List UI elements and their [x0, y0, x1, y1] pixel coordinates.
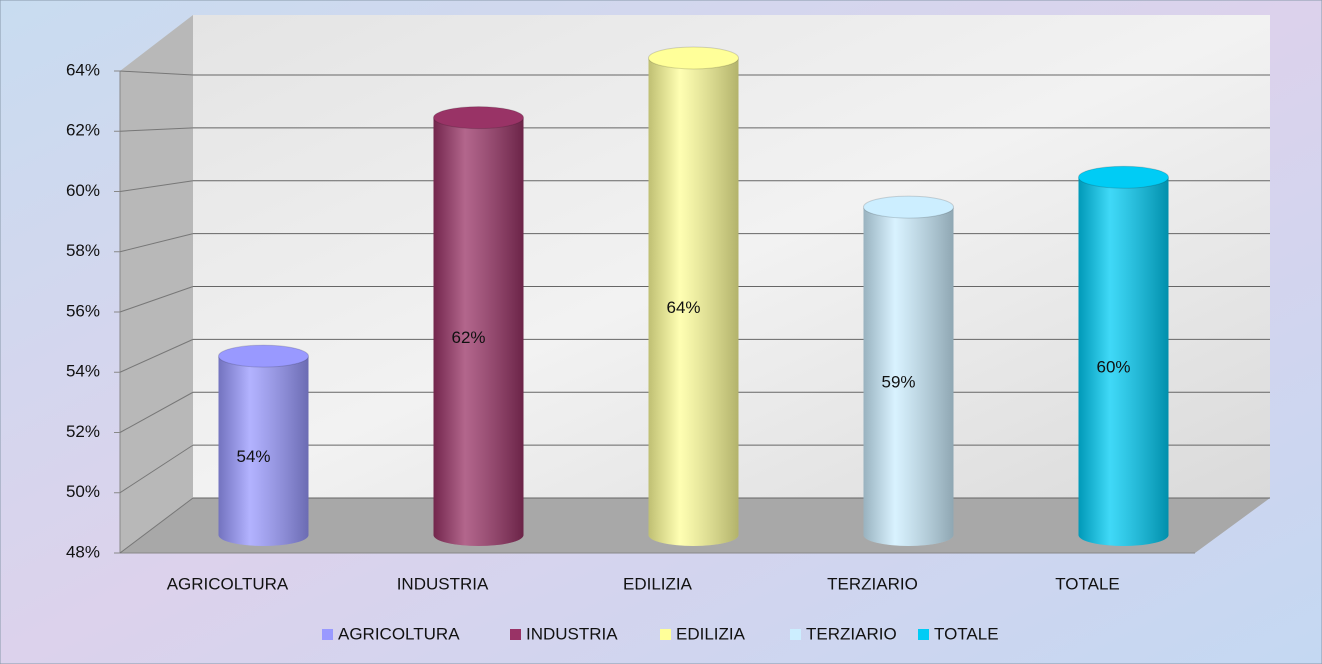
data-label: 60%: [1096, 358, 1130, 377]
data-label: 62%: [451, 328, 485, 347]
x-tick-label: TOTALE: [1055, 574, 1120, 593]
grid-line-side: [119, 180, 194, 192]
cylinder-top: [648, 46, 739, 70]
cylinder-shade: [648, 58, 739, 546]
data-label: 54%: [236, 447, 270, 466]
y-tick-label: 56%: [66, 301, 100, 320]
grid-line-side: [119, 127, 194, 132]
cylinder-shade: [1078, 177, 1169, 546]
legend-label: TERZIARIO: [806, 624, 897, 643]
legend-swatch: [322, 629, 333, 640]
cylinder-top: [1078, 165, 1169, 189]
y-tick-label: 48%: [66, 542, 100, 561]
y-tick-label: 62%: [66, 121, 100, 140]
legend-swatch: [510, 629, 521, 640]
grid-line-side: [119, 70, 194, 76]
y-tick-label: 64%: [66, 60, 100, 79]
y-tick-label: 50%: [66, 482, 100, 501]
data-label: 59%: [881, 373, 915, 392]
cylinder-shade: [433, 117, 524, 546]
legend-label: TOTALE: [934, 624, 999, 643]
legend-label: EDILIZIA: [676, 624, 746, 643]
cylinder-shade: [218, 356, 309, 546]
x-tick-label: AGRICOLTURA: [167, 574, 289, 593]
cylinder-top: [863, 195, 954, 219]
grid-line-side: [119, 497, 194, 554]
x-tick-label: INDUSTRIA: [397, 574, 489, 593]
legend-label: AGRICOLTURA: [338, 624, 460, 643]
legend-swatch: [660, 629, 671, 640]
grid-line-side: [119, 391, 194, 433]
data-label: 64%: [666, 298, 700, 317]
x-tick-label: EDILIZIA: [623, 574, 693, 593]
legend-label: INDUSTRIA: [526, 624, 618, 643]
y-tick-label: 60%: [66, 181, 100, 200]
side-wall: [120, 15, 193, 553]
x-tick-label: TERZIARIO: [827, 574, 918, 593]
grid-line-side: [119, 233, 194, 253]
grid-line-side: [119, 444, 194, 494]
y-tick-label: 54%: [66, 362, 100, 381]
cylinder-shade: [863, 207, 954, 546]
legend-swatch: [918, 629, 929, 640]
y-tick-label: 52%: [66, 422, 100, 441]
cylinder-top: [218, 344, 309, 368]
y-tick-label: 58%: [66, 241, 100, 260]
legend-swatch: [790, 629, 801, 640]
grid-line-side: [119, 286, 194, 313]
cylinder-top: [433, 106, 524, 130]
grid-line-side: [119, 338, 194, 373]
